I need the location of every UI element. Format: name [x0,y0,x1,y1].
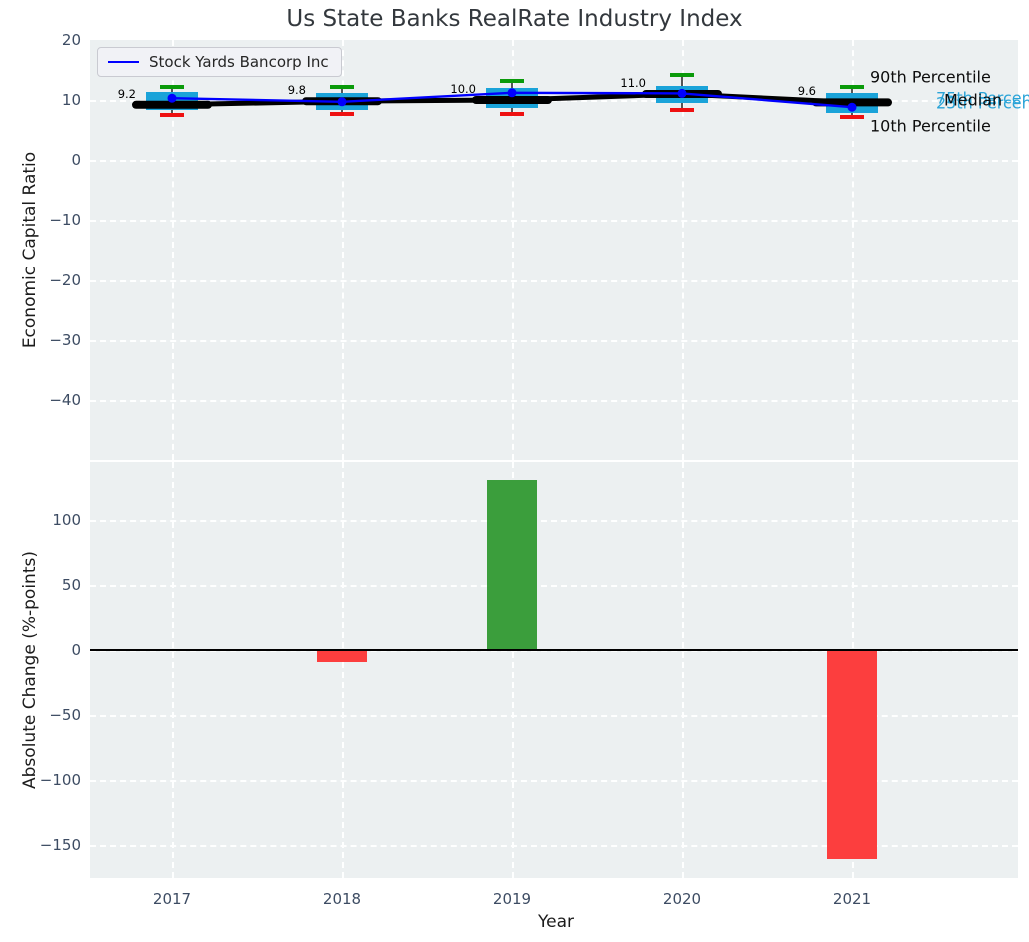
y-tick-label: 10 [61,91,81,109]
cap-90th-percentile [670,72,694,77]
company-marker [507,88,517,98]
bar-negative [827,650,877,860]
annotation-75th-percentile: 75th Percentile [936,88,1029,108]
median-value-label: 9.6 [797,84,816,99]
company-marker [337,97,347,107]
gridline-vertical [682,40,684,460]
company-marker [847,102,857,112]
top-y-axis-label: Economic Capital Ratio [20,151,40,349]
cap-10th-percentile [840,114,864,119]
chart-title: Us State Banks RealRate Industry Index [286,6,743,32]
gridline-vertical [512,40,514,460]
company-marker [677,88,687,98]
gridline-horizontal [90,520,1018,522]
cap-10th-percentile [670,108,694,113]
median-value-label: 10.0 [450,82,476,96]
boxplot-axes: Stock Yards Bancorp Inc 90th Percentile … [90,40,1029,460]
median-value-label: 9.8 [287,83,306,98]
y-tick-label: 100 [52,511,81,529]
gridline-horizontal [90,220,1018,222]
cap-10th-percentile [330,111,354,116]
gridline-horizontal [90,280,1018,282]
y-tick-label: −30 [49,331,81,349]
legend-label: Stock Yards Bancorp Inc [149,53,329,71]
gridline-horizontal [90,160,1018,162]
gridline-horizontal [90,780,1018,782]
y-tick-label: −10 [49,211,81,229]
y-tick-label: −150 [39,836,81,854]
gridline-vertical [342,40,344,460]
gridline-horizontal [90,845,1018,847]
cap-10th-percentile [500,111,524,116]
bottom-y-axis-label: Absolute Change (%-points) [20,551,40,789]
median-value-label: 11.0 [620,76,646,90]
annotation-median: Median [944,90,1003,110]
y-tick-label: 20 [61,31,81,49]
cap-10th-percentile [160,113,184,117]
x-tick-label: 2020 [662,890,702,908]
gridline-horizontal [90,340,1018,342]
bar-negative [317,650,367,662]
legend: Stock Yards Bancorp Inc [97,47,342,77]
cap-90th-percentile [840,84,864,89]
gridline-vertical [342,462,344,878]
y-tick-label: 0 [71,151,81,169]
series-overlay [132,88,892,112]
median-value-label: 9.2 [117,86,136,101]
bar-positive [487,479,537,650]
x-tick-label: 2019 [492,890,532,908]
gridline-vertical [172,462,174,878]
annotation-25th-percentile: 25th Percentile [936,93,1029,113]
cap-90th-percentile [160,84,184,89]
gridline-vertical [682,462,684,878]
x-tick-label: 2021 [832,890,872,908]
legend-line-sample [108,61,139,63]
cap-90th-percentile [500,78,524,83]
y-tick-label: −40 [49,391,81,409]
annotation-10th-percentile: 10th Percentile [870,116,991,136]
y-tick-label: −20 [49,271,81,289]
x-axis-label: Year [538,912,574,932]
annotation-90th-percentile: 90th Percentile [870,67,991,87]
zero-line [90,649,1018,651]
y-tick-label: −50 [49,706,81,724]
gridline-horizontal [90,715,1018,717]
gridline-horizontal [90,650,1018,652]
gridline-horizontal [90,400,1018,402]
gridline-vertical [852,40,854,460]
x-tick-label: 2017 [152,890,192,908]
gridline-vertical [172,40,174,460]
gridline-vertical [512,462,514,878]
gridline-horizontal [90,585,1018,587]
y-tick-label: 50 [61,576,81,594]
company-marker [167,93,177,103]
y-tick-label: 0 [71,641,81,659]
cap-90th-percentile [330,84,354,89]
bar-axes [90,462,1018,878]
x-tick-label: 2018 [322,890,362,908]
y-tick-label: −100 [39,771,81,789]
